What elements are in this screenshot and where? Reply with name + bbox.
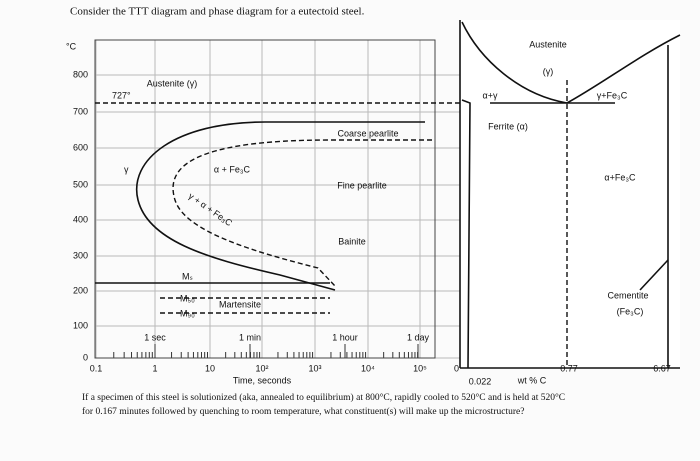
title: Consider the TTT diagram and phase diagr… <box>70 6 365 18</box>
phase-tick: 0.77 <box>560 363 578 373</box>
x-tick-label: 10² <box>255 363 268 373</box>
finish-curve <box>172 139 432 287</box>
y-tick-label: 500 <box>73 179 88 189</box>
region-label: α + Fe₃C <box>214 164 251 174</box>
temp-label: 727° <box>112 90 131 100</box>
y-tick-label: 300 <box>73 250 88 260</box>
y-tick-label: 400 <box>73 214 88 224</box>
m50-label: M₅₀ <box>180 293 195 303</box>
time-marker: 1 hour <box>332 332 358 342</box>
phase-tick: 6.67 <box>653 363 671 373</box>
x-tick-label: 10³ <box>308 363 321 373</box>
phase-label: α+Fe₃C <box>604 172 636 182</box>
y-tick-label: 0 <box>83 352 88 362</box>
x-tick-label: 10⁴ <box>361 363 375 373</box>
phase-label: Cementite <box>607 290 648 300</box>
phase-label: Ferrite (α) <box>488 121 528 131</box>
phase-x-label: wt % C <box>517 375 547 385</box>
region-label: Fine pearlite <box>337 180 387 190</box>
question: If a specimen of this steel is solutioni… <box>82 392 565 403</box>
region-label: Martensite <box>219 299 261 309</box>
phase-label: (γ) <box>543 66 554 76</box>
y-tick-label: 700 <box>73 106 88 116</box>
x-tick-label: 1 <box>152 363 157 373</box>
start-curve <box>135 121 425 291</box>
time-marker: 1 min <box>239 332 261 342</box>
phase-label: Austenite <box>529 39 567 49</box>
y-tick-label: 200 <box>73 285 88 295</box>
ttt-frame <box>94 39 436 359</box>
phase-tick: 0.022 <box>469 376 492 386</box>
y-tick-label: 800 <box>73 69 88 79</box>
x-tick-label: 10⁵ <box>413 363 427 373</box>
ms-label: Mₛ <box>182 271 193 281</box>
region-label: Austenite (γ) <box>147 78 198 88</box>
question: for 0.167 minutes followed by quenching … <box>82 406 524 417</box>
ferrite-boundary <box>461 99 471 369</box>
cementite-pointer <box>639 259 669 291</box>
y-tick-label: 100 <box>73 320 88 330</box>
phase-tick: 0 <box>454 363 459 373</box>
phase-label: α+γ <box>483 90 498 100</box>
m90-label: M₉₀ <box>180 308 195 318</box>
x-tick-label: 10 <box>205 363 215 373</box>
region-label: Bainite <box>338 236 366 246</box>
phase-bg <box>460 20 680 368</box>
y-unit: °C <box>66 41 77 51</box>
time-marker: 1 sec <box>144 332 166 342</box>
phase-label: γ+Fe₃C <box>597 90 628 100</box>
region-label: Coarse pearlite <box>337 128 398 138</box>
y-tick-label: 600 <box>73 142 88 152</box>
x-tick-label: 0.1 <box>90 363 103 373</box>
time-marker: 1 day <box>407 332 430 342</box>
phase-label: (Fe₃C) <box>617 306 644 316</box>
x-label: Time, seconds <box>233 375 292 385</box>
region-label: γ <box>124 164 129 174</box>
